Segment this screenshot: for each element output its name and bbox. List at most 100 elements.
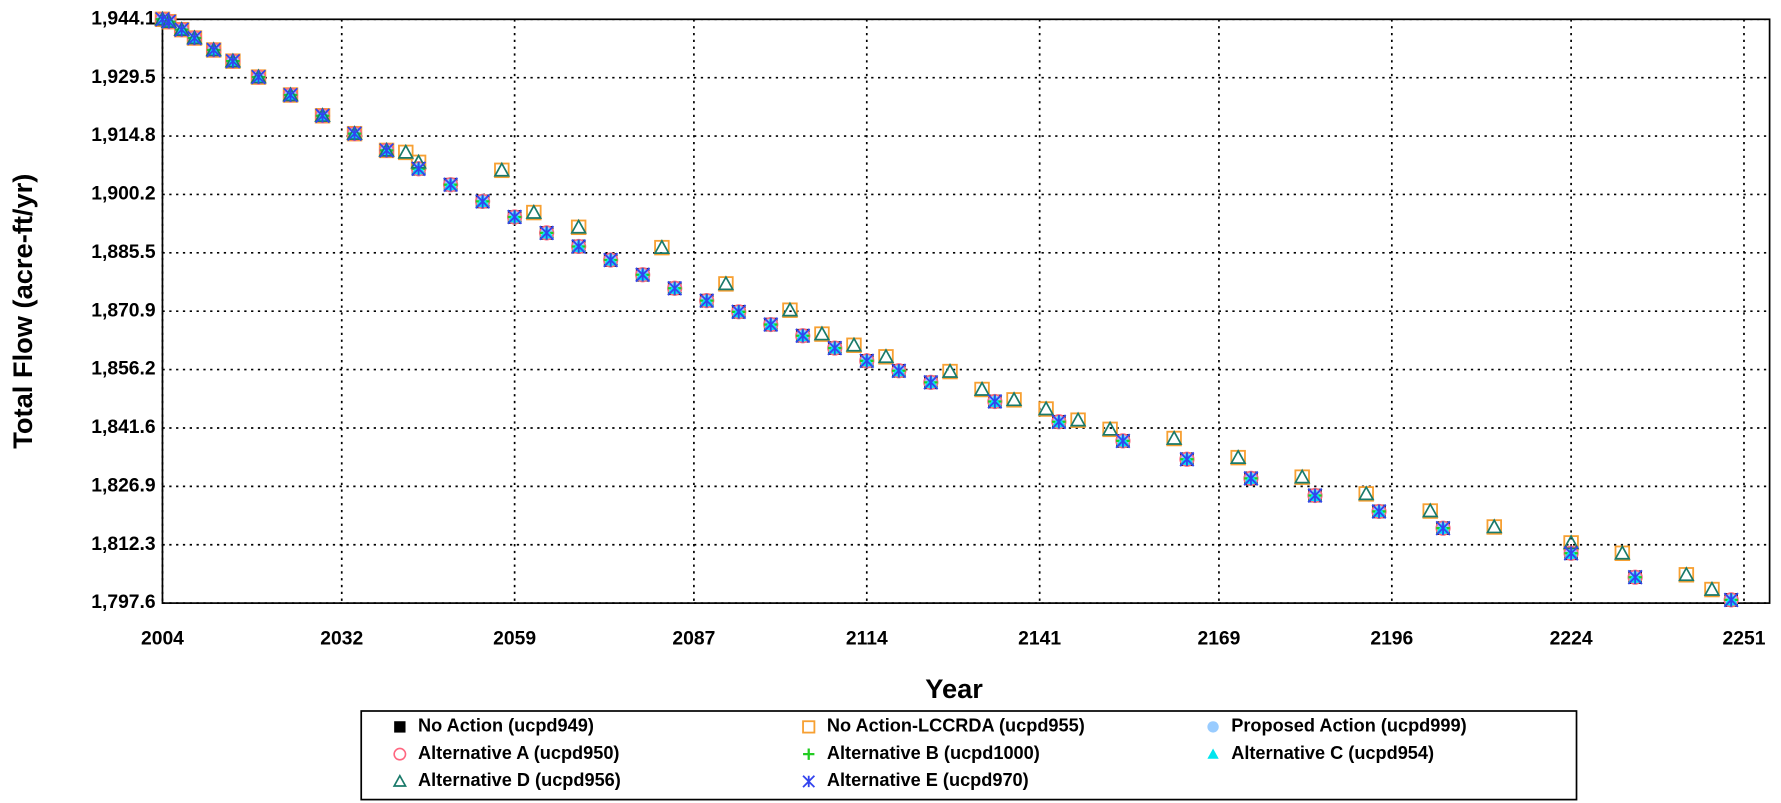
marker: [1165, 429, 1183, 445]
marker: [653, 239, 671, 254]
marker: [570, 218, 587, 234]
legend-marker: [1207, 721, 1219, 733]
x-tick-label: 2004: [141, 629, 184, 650]
y-tick-label: 1,856.2: [91, 359, 155, 380]
marker: [347, 126, 363, 142]
marker: [859, 353, 875, 369]
marker: [1614, 544, 1631, 560]
x-tick-label: 2141: [1018, 629, 1061, 650]
marker: [987, 394, 1003, 409]
marker: [1229, 449, 1247, 464]
marker: [1101, 420, 1119, 436]
marker: [813, 325, 831, 341]
marker: [635, 267, 651, 283]
marker: [845, 336, 863, 352]
marker: [475, 193, 491, 209]
marker: [251, 69, 266, 85]
marker: [1627, 569, 1643, 585]
legend-label: No Action-LCCRDA (ucpd955): [827, 716, 1085, 736]
marker: [225, 53, 241, 69]
marker: [1037, 400, 1055, 416]
legend-marker: [1207, 748, 1219, 759]
marker: [763, 317, 779, 333]
marker: [795, 328, 811, 344]
marker: [397, 143, 415, 159]
marker: [174, 22, 190, 38]
marker: [1435, 520, 1451, 536]
marker: [891, 363, 907, 379]
legend-label: Alternative D (ucpd956): [418, 770, 621, 790]
y-tick-label: 1,914.8: [91, 125, 156, 146]
marker: [717, 275, 735, 291]
legend-marker: [802, 720, 816, 734]
marker: [493, 161, 511, 177]
y-axis-label: Total Flow (acre-ft/yr): [7, 174, 38, 449]
marker: [1563, 545, 1579, 561]
marker: [699, 293, 715, 309]
marker: [571, 238, 587, 254]
y-tick-label: 1,826.9: [91, 475, 156, 496]
legend-marker: [394, 721, 406, 733]
legend-box: [360, 710, 1578, 801]
marker: [315, 108, 330, 124]
marker: [1678, 566, 1695, 582]
y-tick-label: 1,900.2: [91, 184, 155, 205]
marker: [206, 42, 222, 58]
marker: [667, 280, 683, 296]
y-tick-label: 1,944.1: [91, 8, 156, 29]
marker: [941, 363, 959, 378]
marker: [411, 161, 427, 177]
plot-frame: [161, 18, 1771, 604]
y-tick-label: 1,870.9: [91, 300, 156, 321]
legend-marker: [803, 748, 815, 760]
legend-label: No Action (ucpd949): [418, 716, 594, 736]
marker: [539, 225, 555, 241]
marker: [1243, 470, 1259, 486]
y-tick-label: 1,797.6: [91, 592, 156, 613]
y-tick-label: 1,929.5: [91, 67, 156, 88]
x-tick-label: 2251: [1723, 629, 1766, 650]
marker: [973, 380, 991, 396]
marker: [443, 177, 459, 193]
marker: [525, 204, 543, 219]
x-tick-label: 2059: [493, 629, 536, 650]
legend-label: Alternative C (ucpd954): [1231, 743, 1434, 763]
x-tick-label: 2087: [672, 629, 715, 650]
marker: [1703, 580, 1721, 596]
y-tick-label: 1,841.6: [91, 417, 156, 438]
marker: [1179, 451, 1195, 467]
y-tick-label: 1,885.5: [91, 242, 156, 263]
marker: [1115, 433, 1131, 449]
marker: [1486, 518, 1503, 534]
marker: [379, 142, 395, 158]
marker: [1293, 468, 1311, 484]
marker: [283, 87, 298, 103]
marker: [827, 340, 843, 356]
legend-marker: [392, 773, 407, 787]
x-tick-label: 2114: [846, 629, 888, 650]
legend-label: Alternative E (ucpd970): [827, 770, 1029, 790]
marker: [187, 30, 202, 46]
y-tick-label: 1,812.3: [91, 534, 156, 555]
marker: [603, 252, 619, 268]
marker: [1051, 414, 1067, 430]
marker: [507, 209, 523, 225]
marker: [1421, 502, 1439, 518]
marker: [1307, 488, 1323, 503]
marker: [161, 14, 177, 30]
marker: [731, 304, 747, 320]
legend-label: Alternative A (ucpd950): [418, 743, 619, 763]
marker: [1371, 503, 1387, 519]
marker: [923, 374, 939, 390]
x-tick-label: 2032: [320, 629, 363, 650]
marker: [1005, 391, 1023, 407]
marker: [877, 348, 895, 364]
marker: [1723, 592, 1739, 608]
x-axis-label: Year: [925, 673, 983, 704]
marker: [1069, 411, 1087, 427]
legend-marker: [393, 747, 407, 761]
x-tick-label: 2169: [1197, 629, 1240, 650]
marker: [1357, 485, 1375, 501]
